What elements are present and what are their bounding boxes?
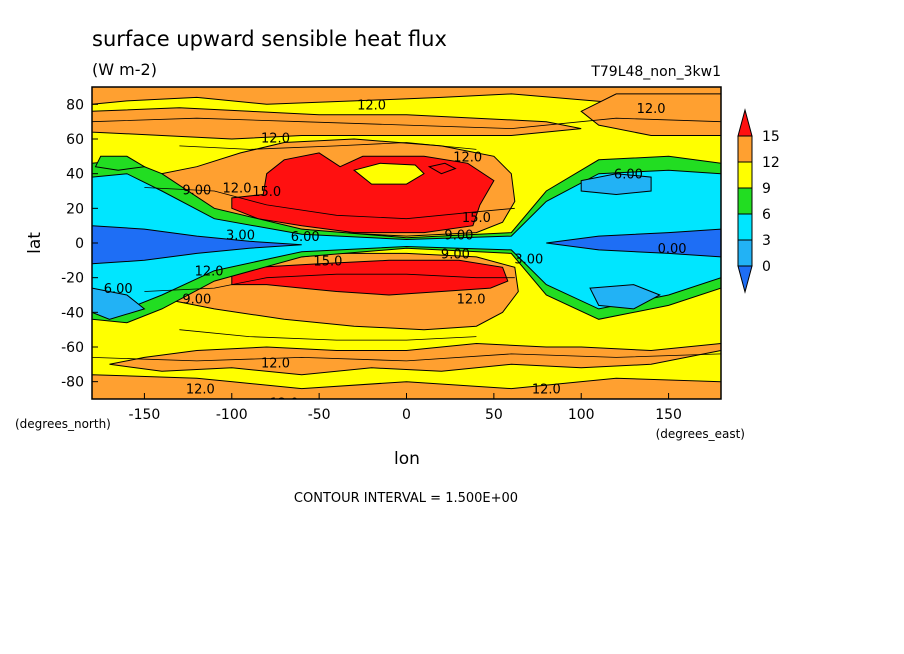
west-green-spot-north <box>94 155 146 171</box>
equatorial-blue-band <box>92 225 302 265</box>
north-subpolar-band <box>92 107 582 140</box>
chart-units: (W m-2) <box>92 60 157 79</box>
y-tick-label: 40 <box>66 167 84 183</box>
contour-label: 12.0 <box>186 383 215 398</box>
x-tick-label: 100 <box>568 407 595 423</box>
east-blue-band <box>546 228 721 258</box>
contour-line <box>144 187 515 220</box>
y-tick-label: -40 <box>61 305 84 321</box>
contour-interval-note: CONTOUR INTERVAL = 1.500E+00 <box>294 491 518 506</box>
contour-line <box>92 117 721 130</box>
contour-line <box>144 273 515 292</box>
colorbar-bottom-arrow <box>737 265 753 294</box>
colorbar-tick-label: 9 <box>762 181 771 197</box>
colorbar-segment <box>737 187 753 215</box>
colorbar-segment <box>737 135 753 163</box>
contour-label: 15.0 <box>462 211 491 226</box>
x-tick-label: 150 <box>655 407 682 423</box>
north-east-orange <box>580 93 721 136</box>
east-blue-spot-north <box>580 173 652 196</box>
east-blue-spot-south <box>589 284 661 310</box>
north-red-spot <box>427 162 457 175</box>
x-axis-label: lon <box>394 449 420 469</box>
y-unit-label: (degrees_north) <box>15 417 111 431</box>
contour-label: 15.0 <box>313 254 342 269</box>
colorbar-tick-label: 12 <box>762 155 780 171</box>
x-tick-label: -50 <box>308 407 331 423</box>
contour-label: 12.0 <box>223 182 252 197</box>
colorbar-segment <box>737 213 753 241</box>
contour-label: 12.0 <box>457 293 486 308</box>
north-polar-band <box>92 87 721 109</box>
contour-label: 12.0 <box>261 131 290 146</box>
north-red-core <box>231 152 495 234</box>
colorbar-tick-label: 15 <box>762 129 780 145</box>
chart-title: surface upward sensible heat flux <box>92 27 447 51</box>
colorbar-top-arrow <box>737 108 753 137</box>
contour-line <box>179 329 477 341</box>
contour-label: 0.00 <box>658 242 687 257</box>
y-axis-label: lat <box>25 232 45 254</box>
y-tick-label: 80 <box>66 97 84 113</box>
y-tick-label: 60 <box>66 132 84 148</box>
contour-label: 6.00 <box>614 168 643 183</box>
x-axis: -150 -100 -50 0 50 100 150 <box>129 393 682 423</box>
contour-label: 3.00 <box>514 253 543 268</box>
y-tick-label: -20 <box>61 271 84 287</box>
equatorial-cyan-band <box>92 169 721 310</box>
contour-label: 12.0 <box>357 98 386 113</box>
west-blue-spot-south <box>92 287 146 320</box>
x-unit-label: (degrees_east) <box>656 427 745 441</box>
contour-label: 12.0 <box>195 265 224 280</box>
contour-label: 12.0 <box>270 397 299 412</box>
contour-label: 12.0 <box>532 383 561 398</box>
contour-label: 3.00 <box>226 228 255 243</box>
contour-label: 6.00 <box>291 230 320 245</box>
contour-label: 9.00 <box>182 293 211 308</box>
filled-contour-field <box>92 87 721 399</box>
y-tick-label: 20 <box>66 201 84 217</box>
contour-label: 12.0 <box>637 102 666 117</box>
y-tick-label: -60 <box>61 340 84 356</box>
x-tick-label: 50 <box>485 407 503 423</box>
x-tick-label: -150 <box>129 407 161 423</box>
contour-label: 6.00 <box>104 282 133 297</box>
south-subpolar-band <box>109 342 721 376</box>
y-axis: 80 60 40 20 0 -20 -40 -60 -80 <box>61 97 98 391</box>
south-polar-band <box>92 374 721 399</box>
run-label: T79L48_non_3kw1 <box>590 64 721 80</box>
contour-label: 9.00 <box>441 247 470 262</box>
x-tick-label: -100 <box>216 407 248 423</box>
south-red-core <box>231 259 509 296</box>
colorbar-tick-label: 0 <box>762 259 771 275</box>
contour-labels: 12.0 12.0 12.0 12.0 6.00 9.00 12.0 15.0 … <box>104 98 687 412</box>
colorbar-tick-label: 3 <box>762 233 771 249</box>
contour-label: 15.0 <box>252 185 281 200</box>
contour-label: 12.0 <box>453 150 482 165</box>
colorbar-tick-label: 6 <box>762 207 771 223</box>
x-tick-label: 0 <box>402 407 411 423</box>
y-tick-label: -80 <box>61 375 84 391</box>
north-yellow-patch <box>353 162 425 185</box>
contour-label: 9.00 <box>182 183 211 198</box>
contour-line <box>179 142 477 150</box>
contour-line <box>92 353 721 362</box>
contour-label: 9.00 <box>444 228 473 243</box>
contour-lines <box>92 117 721 362</box>
colorbar-segment <box>737 239 753 267</box>
colorbar: 0 3 6 9 12 15 <box>737 108 780 294</box>
contour-label: 12.0 <box>261 357 290 372</box>
y-tick-label: 0 <box>75 236 84 252</box>
colorbar-segment <box>737 161 753 189</box>
